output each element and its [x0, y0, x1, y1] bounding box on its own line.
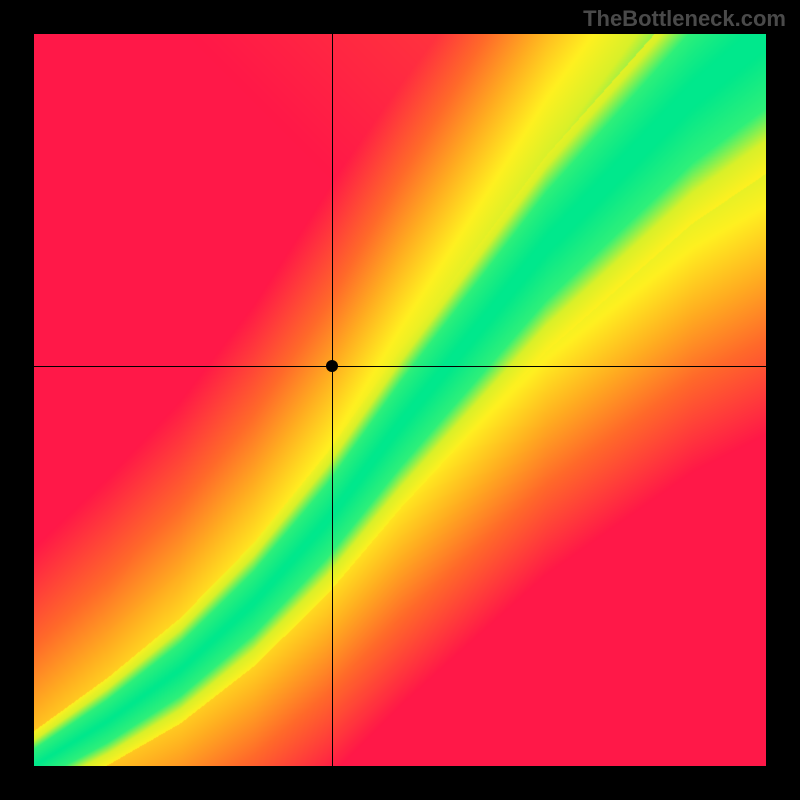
heatmap-plot — [34, 34, 766, 766]
heatmap-canvas — [34, 34, 766, 766]
crosshair-horizontal — [34, 366, 766, 367]
crosshair-vertical — [332, 34, 333, 766]
selection-marker[interactable] — [326, 360, 338, 372]
watermark-text: TheBottleneck.com — [583, 6, 786, 32]
